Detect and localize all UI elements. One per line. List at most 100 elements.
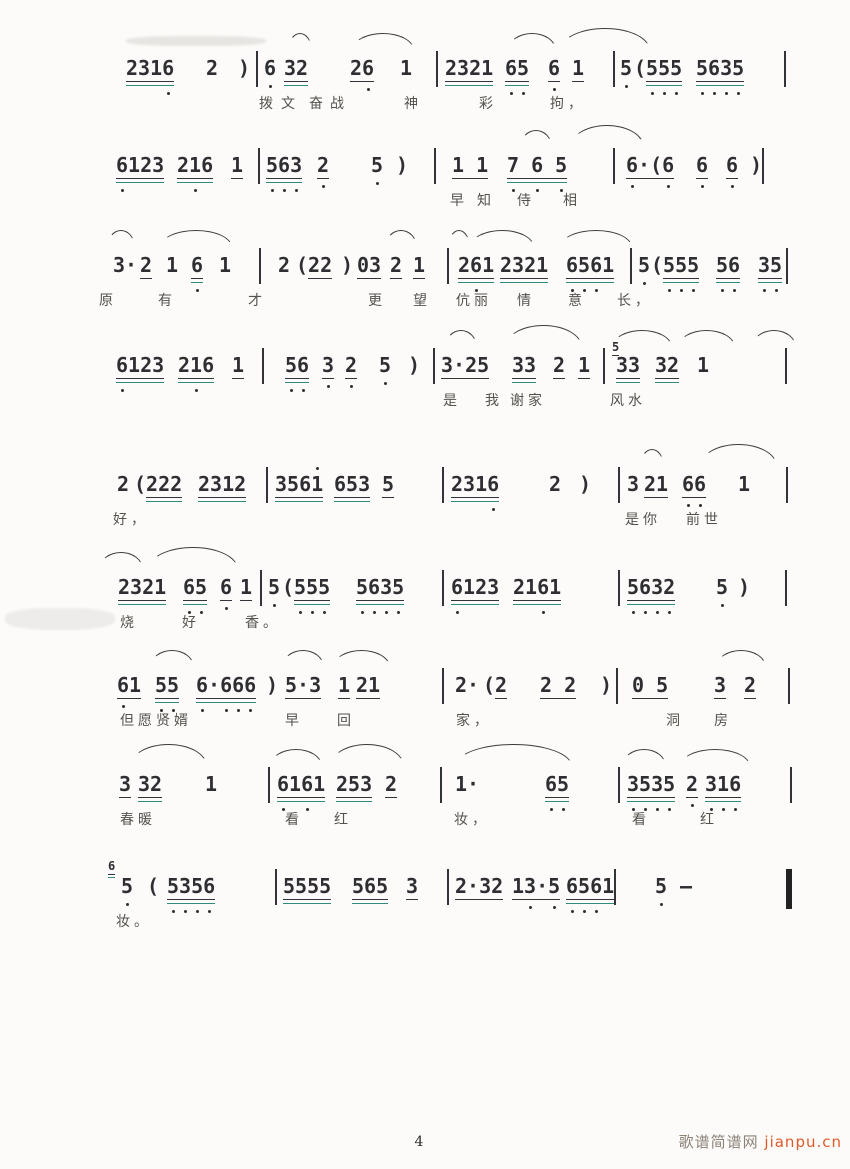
lyric: 原 [99,293,117,309]
barline [433,348,435,384]
octave-dot-below [700,92,704,96]
note-group: 653 [334,472,371,502]
note-text: 5 [382,472,395,496]
grace-note: 5 [612,341,620,356]
note-group: 2 [549,472,561,498]
octave-dot-below [326,385,330,389]
slur-arc [99,552,143,569]
octave-dot-below [559,189,563,193]
beam-line [356,603,405,605]
note-group: ) [341,253,353,279]
beam-line [232,378,245,379]
note-group: 3 [119,772,132,798]
note-text: 33 [512,353,537,377]
beam-line [627,603,676,605]
lyric: 红 [700,812,718,828]
beam-line [108,877,116,878]
beam-line [108,874,116,875]
score-line: 2 (222 2312 3561 653 5 2316 2) 3 21 66 1 好， 是你 前世 [0,444,850,542]
beam-line [505,81,530,82]
note-text: ) [238,56,251,80]
note-text: 6123 [116,153,165,177]
note-text: 3 [627,472,640,496]
beam-line [413,278,426,279]
lyric: 我 [485,393,503,409]
note-text: 5 [371,153,384,177]
beam-line [696,84,745,86]
barline [440,767,442,803]
barline [784,51,786,87]
beam-line [266,181,303,183]
note-text: 21 [356,673,381,697]
slur-arc [150,650,194,667]
octave-dot-below [631,611,635,615]
lyric: 彩 [479,96,497,112]
note-group: 1 [232,353,245,379]
note-text: 1 [413,253,426,277]
note-text: 1 1 [452,153,489,177]
beam-line [451,500,500,502]
note-group: 3 [714,673,727,699]
beam-line [686,797,699,798]
beam-line [345,378,358,379]
beam-line [548,81,561,82]
site-url-link[interactable]: jianpu.cn [764,1133,842,1151]
octave-dot-below [366,88,370,92]
octave-dot-below [666,185,670,189]
note-text: 1 [572,56,585,80]
note-group: 6 [191,253,204,293]
note-text: 316 [705,772,742,796]
slur-arc [333,650,390,667]
note-group: 6 [696,153,709,189]
octave-dot-below [474,289,478,293]
barline [788,668,790,704]
beam-line [627,800,676,802]
note-group: 2312 [198,472,247,502]
beam-line [758,278,783,279]
lyric: 回 [337,713,355,729]
slur-arc [282,650,324,667]
note-text: ) [738,575,751,599]
octave-dot-below [686,504,690,508]
note-group: 32 [138,772,163,802]
note-group: 21 [356,673,381,699]
note-group: 6561 [566,874,615,914]
note-text: 6 [220,575,233,599]
beam-line [240,600,253,601]
lyric: 侍 [517,193,535,209]
beam-line [322,378,335,379]
beam-line [566,899,615,900]
note-text: 1 [338,673,351,697]
slur-arc [700,444,777,466]
final-barline [786,869,792,909]
octave-dot-below [282,189,286,193]
note-text: 3· [113,253,138,277]
note-text: 261 [458,253,495,277]
barline [266,467,268,503]
slur-arc [560,230,632,247]
beam-line [646,84,683,86]
octave-dot-below [171,910,175,914]
octave-dot-below [349,385,353,389]
beam-line [317,178,330,179]
beam-line [198,497,247,498]
octave-dot-below [712,92,716,96]
note-text: 6·(6 [626,153,675,177]
beam-line [505,84,530,86]
beam-line [744,698,757,699]
barline [442,467,444,503]
barline [785,348,787,384]
octave-dot-below [535,189,539,193]
slur-arc [160,230,232,247]
slur-arc [107,230,135,247]
note-text: 56 [716,253,741,277]
note-group: 56 [716,253,741,293]
scan-smudge [5,608,115,630]
lyric: 有 [158,293,176,309]
octave-dot-below [650,92,654,96]
note-text: 6561 [566,874,615,898]
note-text: 563 [266,153,303,177]
note-text: 35 [758,253,783,277]
note-group: 33 [512,353,537,383]
note-text: 2316 [126,56,175,80]
